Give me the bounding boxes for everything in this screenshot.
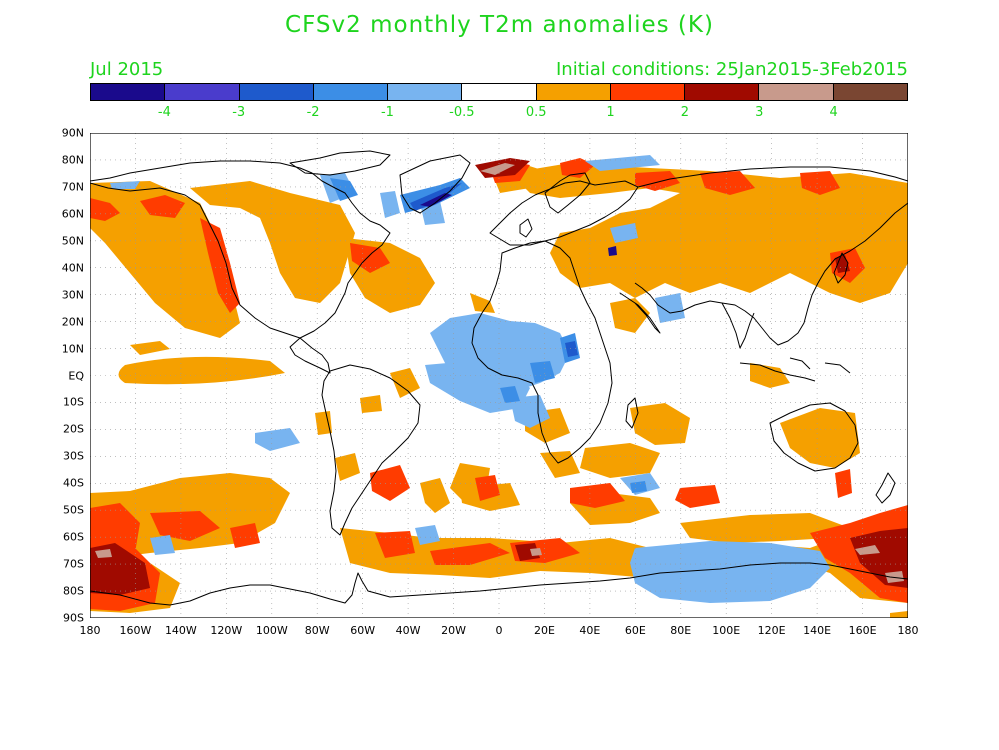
colorbar-label: -2 <box>306 105 320 120</box>
longitude-label: 20W <box>441 624 466 637</box>
colorbar-label: 3 <box>755 105 764 120</box>
longitude-label: 160W <box>119 624 152 637</box>
colorbar-cell <box>462 84 537 100</box>
longitude-label: 100E <box>712 624 741 637</box>
longitude-label: 80E <box>670 624 692 637</box>
colorbar-cell <box>239 84 314 100</box>
longitude-label: 40E <box>579 624 601 637</box>
colorbar-label: -4 <box>157 105 171 120</box>
longitude-label: 60E <box>624 624 646 637</box>
latitude-label: 70S <box>63 557 84 571</box>
colorbar-cell <box>388 84 463 100</box>
colorbar-cell <box>91 84 166 100</box>
forecast-month: Jul 2015 <box>90 59 164 80</box>
latitude-label: 10N <box>61 342 84 356</box>
colorbar-cell <box>685 84 760 100</box>
arabia-coast <box>619 292 661 334</box>
world-map <box>90 133 908 618</box>
longitude-label: 140E <box>803 624 832 637</box>
canadian-arctic-coast <box>289 150 391 176</box>
warm-anomaly-light <box>90 163 908 618</box>
colorbar-cell <box>759 84 834 100</box>
europe-north-coast <box>489 180 639 246</box>
colorbar-label: -0.5 <box>449 105 475 120</box>
longitude-label: 180 <box>897 624 919 637</box>
latitude-label: 50N <box>61 234 84 248</box>
longitude-label: 160E <box>848 624 877 637</box>
longitude-label: 120E <box>757 624 786 637</box>
colorbar-label: -3 <box>232 105 246 120</box>
latitude-label: 60N <box>61 207 84 221</box>
colorbar-cell <box>536 84 611 100</box>
colorbar <box>90 83 908 101</box>
longitude-label: 80W <box>304 624 330 637</box>
colorbar-label: 0.5 <box>525 105 547 120</box>
latitude-label: 40N <box>61 261 84 275</box>
map-title: CFSv2 monthly T2m anomalies (K) <box>285 12 714 38</box>
cool-anomaly-max <box>420 193 617 256</box>
colorbar-cell <box>313 84 389 100</box>
latitude-label: 70N <box>61 180 84 194</box>
latitude-label: 20S <box>63 422 84 436</box>
colorbar-label: 1 <box>606 105 615 120</box>
coastlines <box>90 150 908 606</box>
australia-coast <box>769 402 859 472</box>
scandinavia-coast <box>544 172 591 214</box>
longitude-label: 100W <box>255 624 288 637</box>
madagascar-coast <box>625 397 639 429</box>
latitude-label: 50S <box>63 503 84 517</box>
south-america-coast <box>321 364 421 536</box>
initial-conditions: Initial conditions: 25Jan2015-3Feb2015 <box>555 59 908 80</box>
colorbar-cell <box>610 84 686 100</box>
asia-coast <box>634 166 908 346</box>
europe-africa-coast <box>471 240 613 464</box>
colorbar-label: -1 <box>380 105 394 120</box>
latitude-label: 40S <box>63 476 84 490</box>
longitude-label: 140W <box>164 624 197 637</box>
latitude-label: 20N <box>61 315 84 329</box>
longitude-label: 60W <box>350 624 376 637</box>
longitude-label: 40W <box>395 624 421 637</box>
india-coast <box>721 302 755 349</box>
longitude-label: 0 <box>495 624 503 637</box>
greenland-coast <box>399 154 471 214</box>
latitude-label: 10S <box>63 395 84 409</box>
latitude-label: 30S <box>63 449 84 463</box>
longitude-label: 20E <box>533 624 555 637</box>
longitude-label: 180 <box>79 624 101 637</box>
longitude-label: 120W <box>210 624 243 637</box>
colorbar-label: 2 <box>680 105 690 120</box>
latitude-label: 30N <box>61 288 84 302</box>
japan-coast <box>833 252 849 284</box>
latitude-label: EQ <box>68 369 84 382</box>
latitude-label: 60S <box>63 530 84 544</box>
north-america-coast <box>90 160 391 374</box>
latitude-label: 90N <box>61 126 84 140</box>
latitude-label: 80S <box>63 584 84 598</box>
indonesia-coast <box>739 357 851 382</box>
cool-anomaly-light <box>110 155 830 603</box>
new-zealand-coast <box>875 472 896 504</box>
colorbar-cell <box>165 84 240 100</box>
colorbar-label: 4 <box>829 105 838 120</box>
latitude-label: 80N <box>61 153 84 167</box>
latitude-label: 90S <box>63 611 84 625</box>
colorbar-cell <box>833 84 907 100</box>
antarctica-coast <box>90 562 908 606</box>
uk-coast <box>519 218 533 238</box>
